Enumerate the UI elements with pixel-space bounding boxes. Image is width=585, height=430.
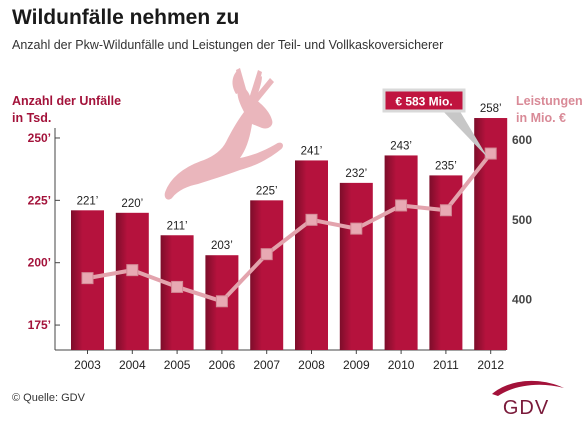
right-axis-tick-label: 600	[512, 133, 532, 147]
line-point	[484, 147, 497, 160]
left-axis-tick-label: 250’	[28, 131, 51, 145]
deer-silhouette-icon	[164, 68, 283, 200]
bar-value-label: 203’	[211, 240, 233, 252]
right-axis-label-line2: in Mio. €	[516, 111, 566, 125]
left-axis-label-line1: Anzahl der Unfälle	[12, 94, 122, 108]
callout-pointer	[440, 108, 488, 158]
benefits-line	[87, 152, 493, 304]
line-point	[395, 199, 408, 212]
bar	[339, 182, 373, 350]
right-axis-tick-label: 400	[512, 293, 532, 307]
left-axis-label-line2: in Tsd.	[12, 111, 52, 125]
left-axis-tick-label: 175’	[28, 318, 51, 332]
callout-box	[382, 88, 466, 113]
left-axis-tick-label: 200’	[28, 256, 51, 270]
bar-value-label: 225’	[256, 185, 278, 197]
line-point	[215, 295, 228, 308]
line-point	[126, 264, 139, 277]
x-axis-tick-label: 2010	[388, 358, 415, 372]
right-axis-tick-label: 500	[512, 213, 532, 227]
callout: € 583 Mio.	[382, 88, 488, 158]
callout-text: € 583 Mio.	[395, 95, 452, 109]
x-axis-tick-label: 2011	[433, 358, 459, 372]
x-axis-tick-label: 2004	[119, 358, 146, 372]
right-axis-label: Leistungen in Mio. €	[516, 93, 583, 127]
bar	[429, 175, 463, 350]
left-axis-label: Anzahl der Unfälle in Tsd.	[12, 93, 121, 127]
right-axis-label-line1: Leistungen	[516, 94, 583, 108]
bar	[115, 212, 149, 350]
x-axis-tick-label: 2006	[209, 358, 236, 372]
logo-text: GDV	[503, 397, 549, 419]
bar-value-label: 221’	[77, 195, 99, 207]
x-axis-tick-label: 2009	[343, 358, 370, 372]
x-axis-tick-label: 2007	[253, 358, 280, 372]
bar-value-label: 220’	[121, 198, 143, 210]
x-axis-tick-label: 2012	[477, 358, 504, 372]
bar-value-label: 235’	[435, 160, 457, 172]
bar	[250, 200, 284, 350]
x-axis-tick-label: 2003	[74, 358, 101, 372]
bar	[384, 155, 418, 350]
bar-value-label: 243’	[390, 140, 412, 152]
line-point	[350, 222, 363, 235]
line-point	[260, 248, 273, 261]
left-axis-tick-label: 225’	[28, 193, 51, 207]
line-point	[81, 272, 94, 285]
chart-title: Wildunfälle nehmen zu	[12, 6, 240, 29]
chart-subtitle: Anzahl der Pkw-Wildunfälle und Leistunge…	[12, 38, 444, 52]
line-point	[171, 280, 184, 293]
gdv-logo-icon: GDV	[492, 380, 564, 419]
line-point	[439, 204, 452, 217]
logo-swoosh	[492, 380, 564, 396]
bar	[295, 160, 328, 350]
x-axis-tick-label: 2005	[164, 358, 191, 372]
x-axis-tick-label: 2008	[298, 358, 325, 372]
source-note: © Quelle: GDV	[12, 392, 85, 404]
bar-value-label: 258’	[480, 103, 502, 115]
bar-value-label: 241’	[301, 145, 323, 157]
bar-value-label: 211’	[167, 220, 188, 232]
line-point	[305, 213, 318, 226]
bar-value-label: 232’	[345, 168, 367, 180]
